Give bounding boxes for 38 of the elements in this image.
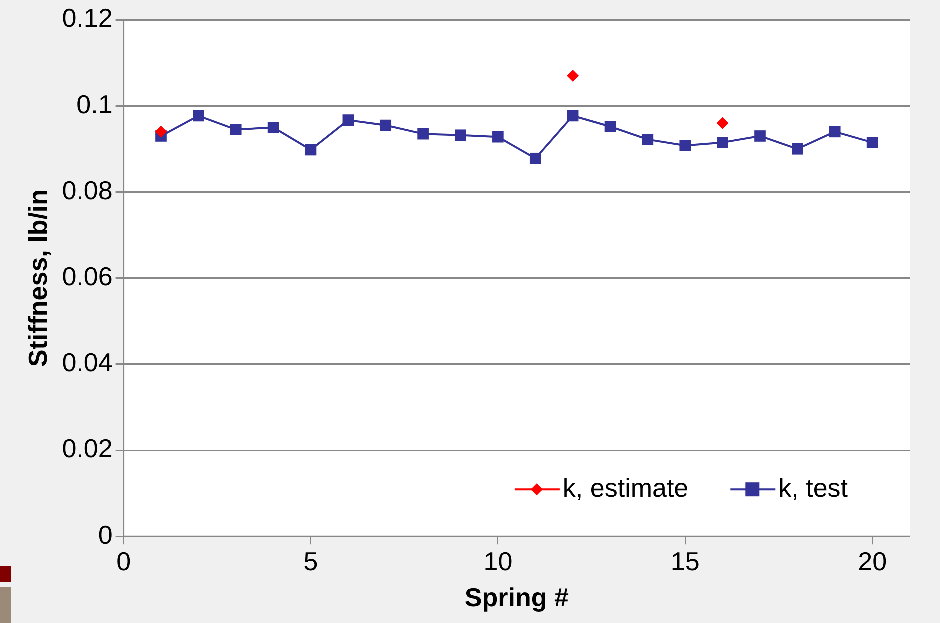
y-tick-label: 0.1 xyxy=(76,89,113,120)
x-tick-label: 5 xyxy=(304,546,318,576)
point xyxy=(492,131,504,143)
point xyxy=(567,110,579,122)
point xyxy=(754,130,766,142)
legend-label: k, estimate xyxy=(562,472,689,503)
point xyxy=(305,144,317,156)
point xyxy=(866,137,878,148)
y-tick-label: 0.04 xyxy=(62,348,113,378)
y-axis-title: Stiffness, lb/in xyxy=(22,189,53,368)
x-tick-label: 15 xyxy=(670,546,700,576)
point xyxy=(680,140,692,152)
x-tick-label: 10 xyxy=(484,546,513,576)
point xyxy=(716,117,729,130)
x-tick-label: 0 xyxy=(116,546,132,576)
legend-label: k, test xyxy=(778,472,849,503)
point xyxy=(642,134,654,146)
point xyxy=(604,121,616,132)
point xyxy=(418,128,429,140)
point xyxy=(155,126,168,138)
y-tick-label: 0.06 xyxy=(62,261,113,292)
point xyxy=(455,130,466,142)
y-tick-label: 0.08 xyxy=(62,175,113,206)
x-tick-label: 20 xyxy=(858,546,888,576)
y-tick-label: 0.12 xyxy=(62,3,113,34)
point xyxy=(792,143,804,155)
y-tick-label: 0 xyxy=(98,520,113,550)
point xyxy=(268,122,280,134)
y-tick-label: 0.02 xyxy=(62,434,113,464)
point xyxy=(829,126,841,138)
point xyxy=(230,124,242,136)
point xyxy=(530,152,542,164)
x-axis-title: Spring # xyxy=(464,582,570,613)
point xyxy=(717,137,728,148)
point xyxy=(567,70,580,82)
point xyxy=(342,114,354,126)
point xyxy=(193,110,204,122)
point xyxy=(380,120,392,132)
